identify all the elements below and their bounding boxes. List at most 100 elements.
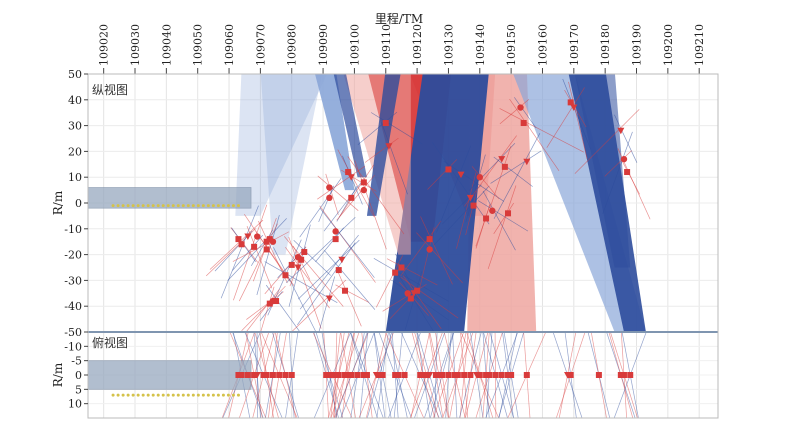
data-point bbox=[273, 298, 280, 305]
data-point bbox=[360, 179, 367, 186]
chart-title: 里程/TM bbox=[375, 11, 423, 26]
top-panel-label: 纵视图 bbox=[92, 82, 128, 97]
tunnel-dot bbox=[226, 204, 230, 208]
top-tunnel bbox=[88, 187, 252, 209]
data-point bbox=[385, 143, 393, 150]
trajectory-line bbox=[468, 143, 516, 192]
data-point bbox=[483, 215, 490, 222]
trajectory-line bbox=[354, 160, 387, 250]
trajectory-line bbox=[397, 273, 435, 332]
data-point bbox=[342, 287, 349, 294]
trajectory-line bbox=[292, 245, 311, 280]
data-point bbox=[439, 372, 446, 378]
trajectory-line bbox=[400, 220, 442, 277]
tunnel-dot bbox=[216, 204, 220, 208]
tunnel-dot bbox=[236, 204, 240, 208]
data-point bbox=[326, 184, 333, 191]
data-point bbox=[407, 295, 414, 302]
data-point bbox=[420, 372, 427, 378]
x-tick-label: 109190 bbox=[631, 24, 644, 66]
tunnel-dot bbox=[161, 393, 165, 397]
trajectory-line bbox=[509, 98, 560, 172]
y-tick-label: 40 bbox=[68, 94, 82, 107]
trajectory-line bbox=[232, 234, 264, 271]
data-point bbox=[342, 372, 349, 378]
data-point bbox=[426, 236, 433, 243]
data-point bbox=[294, 264, 302, 271]
data-point bbox=[269, 238, 277, 245]
y-tick-label: 0 bbox=[75, 197, 82, 210]
data-point bbox=[483, 372, 490, 378]
trajectory-line bbox=[433, 185, 490, 246]
data-point bbox=[617, 127, 625, 135]
y-tick-label: -40 bbox=[64, 300, 82, 313]
data-point bbox=[269, 372, 276, 378]
trajectory-line bbox=[227, 218, 287, 281]
data-point bbox=[508, 372, 515, 378]
data-point bbox=[282, 272, 289, 279]
data-point bbox=[235, 236, 242, 243]
x-tick-label: 109080 bbox=[286, 24, 299, 66]
trajectory-line bbox=[284, 236, 344, 307]
x-tick-label: 109100 bbox=[348, 24, 361, 66]
tunnel-dot bbox=[151, 393, 155, 397]
fan-region bbox=[260, 74, 323, 255]
data-point bbox=[426, 246, 433, 253]
data-point bbox=[326, 194, 333, 202]
trajectory-line bbox=[375, 255, 404, 308]
plan-y-tick-labels: -10 -505 10 bbox=[64, 340, 88, 411]
x-tick-label: 109120 bbox=[411, 24, 424, 66]
data-point bbox=[432, 372, 439, 378]
data-point bbox=[517, 104, 524, 111]
tunnel-dot bbox=[156, 204, 160, 208]
tunnel-dot bbox=[201, 204, 205, 208]
tunnel-dot bbox=[171, 393, 175, 397]
data-point bbox=[260, 372, 267, 378]
x-tick-label: 109070 bbox=[254, 24, 267, 66]
data-point bbox=[467, 372, 474, 378]
y-tick-label: -30 bbox=[64, 274, 82, 287]
tunnel-dot bbox=[206, 393, 210, 397]
tunnel-dot bbox=[116, 393, 120, 397]
data-point bbox=[332, 236, 339, 243]
trajectory-line bbox=[402, 275, 442, 330]
trajectory-line bbox=[400, 276, 459, 319]
tunnel-dot bbox=[156, 393, 160, 397]
x-tick-label: 109110 bbox=[380, 24, 393, 66]
y-tick-label: 30 bbox=[68, 120, 82, 133]
trajectory-line bbox=[386, 258, 438, 286]
trajectory-line bbox=[499, 99, 530, 125]
trajectory-line bbox=[493, 156, 533, 187]
trajectory-line bbox=[315, 227, 344, 263]
fan-region bbox=[235, 74, 327, 216]
trajectory-line bbox=[482, 190, 516, 251]
data-point bbox=[347, 174, 355, 181]
data-point bbox=[595, 372, 602, 378]
trajectory-line bbox=[317, 175, 359, 211]
data-point bbox=[423, 372, 430, 378]
data-point bbox=[288, 261, 295, 268]
data-point bbox=[617, 372, 624, 378]
tunnel-body bbox=[88, 360, 252, 390]
data-point bbox=[363, 372, 370, 378]
data-point bbox=[298, 256, 305, 263]
data-point bbox=[404, 290, 411, 297]
trajectory-line bbox=[232, 231, 290, 262]
trajectory-line bbox=[297, 242, 356, 326]
data-point bbox=[466, 194, 474, 202]
trajectory-line bbox=[395, 253, 417, 295]
trajectory-line bbox=[265, 284, 301, 332]
data-point bbox=[332, 372, 339, 378]
tunnel-dot bbox=[201, 393, 205, 397]
trajectory-line bbox=[264, 261, 338, 303]
trajectory-line bbox=[370, 112, 423, 145]
data-point bbox=[251, 243, 258, 250]
data-point bbox=[276, 372, 283, 378]
trajectory-line bbox=[220, 205, 259, 299]
trajectory-line bbox=[614, 114, 638, 163]
data-point bbox=[348, 194, 355, 201]
tunnel-dot bbox=[121, 393, 125, 397]
data-point bbox=[445, 372, 452, 378]
data-point bbox=[476, 372, 483, 378]
